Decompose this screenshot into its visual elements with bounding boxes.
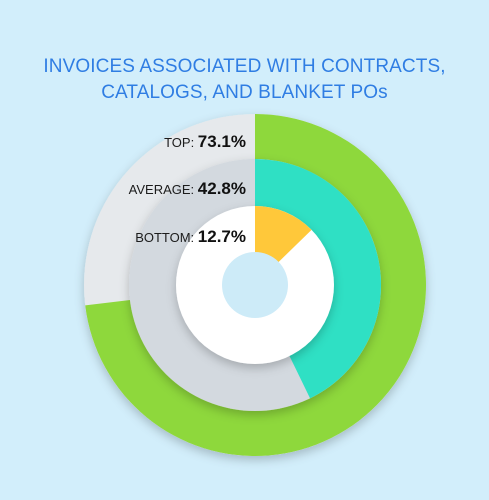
chart-title-line-2: CATALOGS, AND BLANKET POs xyxy=(101,82,388,103)
average-label-name: AVERAGE: xyxy=(129,182,198,197)
bottom-label-name: BOTTOM: xyxy=(135,230,198,245)
average-label-value: 42.8% xyxy=(198,179,246,198)
bottom-label-value: 12.7% xyxy=(198,227,246,246)
chart-title-line-1: INVOICES ASSOCIATED WITH CONTRACTS, xyxy=(43,56,446,77)
center-hole xyxy=(222,252,288,318)
top-label-name: TOP: xyxy=(164,135,198,150)
average-label: AVERAGE: 42.8% xyxy=(129,179,246,198)
top-label: TOP: 73.1% xyxy=(164,132,246,151)
chart-title: INVOICES ASSOCIATED WITH CONTRACTS, CATA… xyxy=(0,54,489,106)
bottom-label: BOTTOM: 12.7% xyxy=(135,227,246,246)
top-label-value: 73.1% xyxy=(198,132,246,151)
